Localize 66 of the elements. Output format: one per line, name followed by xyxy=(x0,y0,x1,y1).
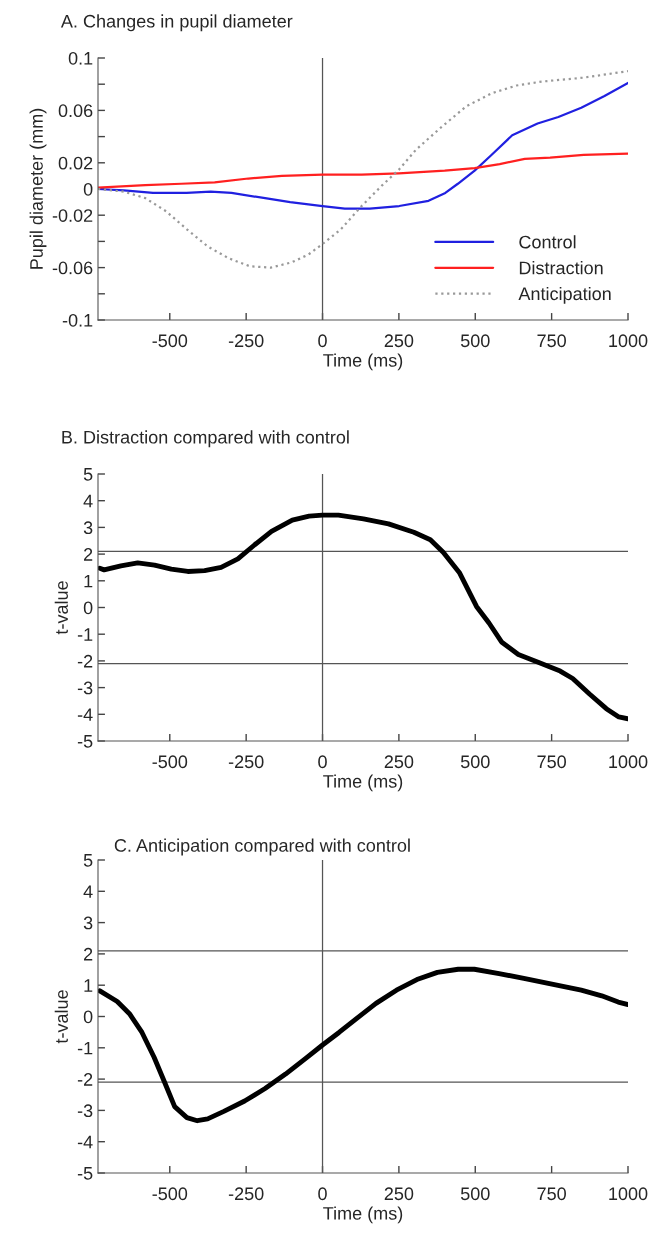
line-series xyxy=(98,512,628,722)
y-tick-label: 0.02 xyxy=(58,156,93,170)
y-tick-label: 2 xyxy=(84,947,93,961)
x-tick-label: 250 xyxy=(384,1187,414,1201)
x-tick-label: 500 xyxy=(460,334,490,348)
y-tick-label: 4 xyxy=(83,494,93,508)
legend-label: Distraction xyxy=(519,261,603,275)
y-tick-label: 0 xyxy=(83,1010,93,1024)
x-tick-label: 500 xyxy=(460,1187,490,1201)
legend-label: Anticipation xyxy=(518,286,611,304)
y-tick-label: 1 xyxy=(84,979,93,992)
x-tick-label: -250 xyxy=(228,334,264,348)
x-tick-label: -250 xyxy=(228,755,264,769)
y-tick-label: 2 xyxy=(84,548,93,561)
x-tick-label: 250 xyxy=(384,755,414,769)
chart-title: C. Anticipation compared with control xyxy=(114,838,410,856)
x-tick-label: 0 xyxy=(318,1187,327,1201)
x-axis-title: Time (ms) xyxy=(323,1206,403,1224)
y-tick-label: -1 xyxy=(77,1041,93,1055)
y-tick-label: -2 xyxy=(77,1073,93,1086)
y-tick-label: 3 xyxy=(83,916,93,930)
legend-label: Control xyxy=(519,235,576,249)
y-tick-label: -4 xyxy=(77,1135,93,1149)
x-tick-label: -500 xyxy=(152,334,188,348)
y-tick-label: 0 xyxy=(83,182,93,196)
x-tick-label: 500 xyxy=(460,755,490,769)
y-tick-label: -0.02 xyxy=(52,209,93,222)
line-series xyxy=(98,81,628,210)
line-series xyxy=(98,152,628,189)
y-tick-label: 5 xyxy=(83,468,93,481)
y-tick-label: -3 xyxy=(77,1104,93,1118)
y-tick-label: -1 xyxy=(77,628,93,641)
x-axis-title: Time (ms) xyxy=(323,774,403,792)
chart-title: A. Changes in pupil diameter xyxy=(60,14,293,32)
line-series xyxy=(98,966,628,1124)
x-tick-label: -500 xyxy=(152,1187,188,1201)
x-tick-label: 250 xyxy=(384,334,414,348)
y-tick-label: -5 xyxy=(77,1167,93,1180)
x-tick-label: -250 xyxy=(228,1187,264,1201)
x-tick-label: -500 xyxy=(152,755,188,769)
y-tick-label: -0.06 xyxy=(52,261,93,275)
x-tick-label: 1000 xyxy=(609,1187,648,1201)
y-tick-label: 0.06 xyxy=(58,104,93,118)
x-tick-label: 0 xyxy=(318,334,327,348)
chart-title: B. Distraction compared with control xyxy=(62,430,349,448)
x-tick-label: 0 xyxy=(318,755,327,769)
y-tick-label: -5 xyxy=(77,735,93,748)
y-tick-label: 5 xyxy=(83,854,93,867)
y-tick-label: -4 xyxy=(77,708,93,721)
y-axis-title: Pupil diameter (mm) xyxy=(29,108,47,269)
y-tick-label: -3 xyxy=(77,681,93,695)
y-tick-label: 0 xyxy=(83,601,93,615)
y-tick-label: -2 xyxy=(77,654,93,668)
x-tick-label: 750 xyxy=(537,755,566,769)
y-axis-title: t-value xyxy=(54,990,68,1044)
y-tick-label: 0.1 xyxy=(68,51,93,65)
y-axis-title: t-value xyxy=(54,581,68,635)
y-tick-label: 4 xyxy=(83,885,93,898)
x-axis-title: Time (ms) xyxy=(323,353,403,371)
y-tick-label: 1 xyxy=(84,574,93,588)
x-tick-label: 750 xyxy=(537,334,566,348)
x-tick-label: 750 xyxy=(537,1187,566,1201)
y-tick-label: 3 xyxy=(83,521,93,535)
x-tick-label: 1000 xyxy=(609,334,648,348)
x-tick-label: 1000 xyxy=(609,755,648,769)
y-tick-label: -0.1 xyxy=(62,313,93,327)
